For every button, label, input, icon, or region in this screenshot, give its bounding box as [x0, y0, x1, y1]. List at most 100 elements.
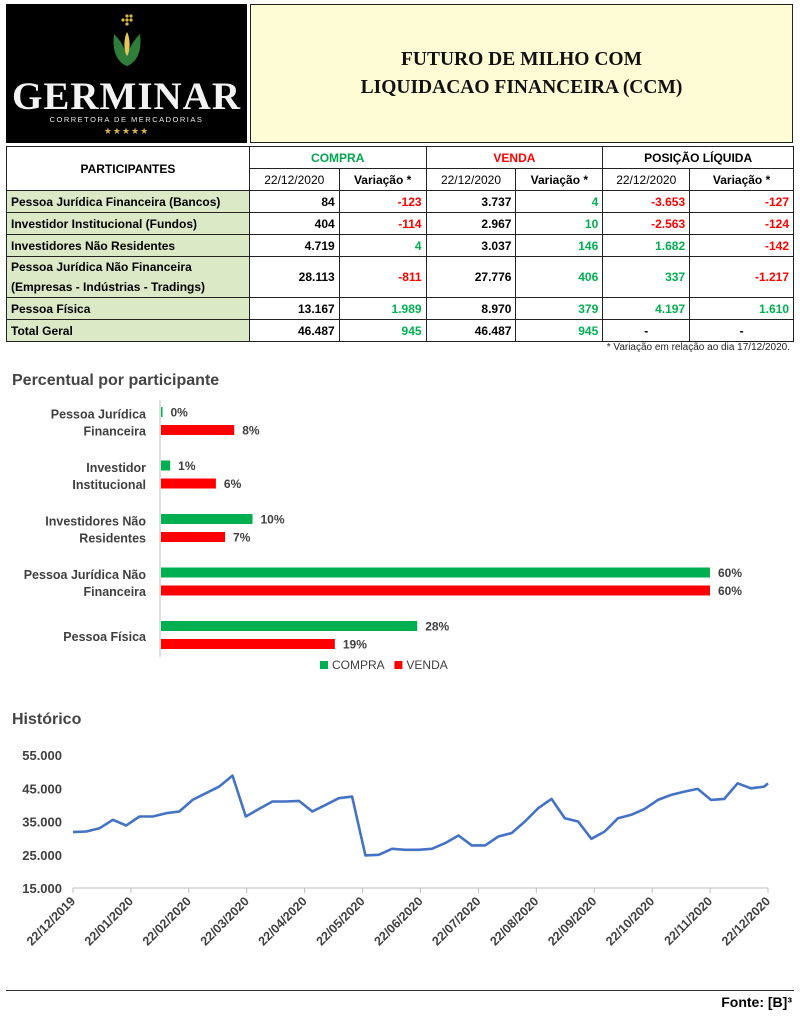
- cell-value: 13.167: [248, 297, 340, 320]
- venda-header: VENDA: [425, 146, 604, 169]
- germinar-logo: GERMINAR CORRETORA DE MERCADORIAS ★★★★★: [6, 4, 247, 143]
- cell-variation: 379: [515, 297, 604, 320]
- venda-bar: [161, 425, 235, 435]
- compra-bar: [161, 460, 171, 471]
- cell-variation: -124: [689, 212, 794, 235]
- cell-variation: -: [689, 319, 794, 342]
- cell-value: 337: [602, 256, 691, 298]
- x-tick-label: 22/11/2020: [662, 894, 716, 948]
- cell-value: 2.967: [425, 212, 517, 235]
- title-line-1: FUTURO DE MILHO COM: [400, 48, 643, 70]
- row-label: Pessoa Jurídica Financeira (Bancos): [6, 190, 250, 213]
- x-tick-label: 22/12/2020: [719, 894, 773, 948]
- table-group-header-row: PARTICIPANTES COMPRA VENDA POSIÇÃO LÍQUI…: [6, 146, 794, 191]
- cell-variation: 1.989: [338, 297, 427, 320]
- cell-variation: 10: [515, 212, 604, 235]
- rating-stars: ★★★★★: [103, 126, 150, 136]
- cell-value: 3.037: [425, 234, 517, 257]
- y-tick-label: 45.000: [22, 781, 62, 796]
- x-tick-label: 22/10/2020: [603, 894, 657, 948]
- row-label: Total Geral: [6, 319, 250, 342]
- bar-value-label: 60%: [718, 566, 742, 580]
- cell-value: 4.197: [602, 297, 691, 320]
- table-row: Pessoa Física 13.167 1.989 8.970 379 4.1…: [6, 297, 794, 320]
- y-tick-label: 55.000: [22, 748, 62, 763]
- report-title: FUTURO DE MILHO COM LIQUIDACAO FINANCEIR…: [250, 4, 793, 143]
- cell-value: -3.653: [602, 190, 691, 213]
- compra-bar: [161, 514, 253, 524]
- posicao-liquida-header: POSIÇÃO LÍQUIDA: [602, 146, 794, 169]
- cell-value: 1.682: [602, 234, 691, 257]
- sub-header-variation: Variação *: [338, 168, 427, 191]
- history-line-chart: 55.000 45.000 35.000 25.000 15.00022/12/2019…: [22, 748, 773, 948]
- table-row: Pessoa Jurídica Financeira (Bancos) 84 -…: [6, 190, 794, 213]
- x-tick-label: 22/08/2020: [487, 894, 541, 948]
- compra-bar: [161, 621, 418, 631]
- category-label: Pessoa Física: [63, 630, 147, 644]
- table-row: Investidores Não Residentes 4.719 4 3.03…: [6, 234, 794, 257]
- sub-header-date: 22/12/2020: [248, 168, 340, 191]
- category-label: Financeira: [83, 425, 147, 439]
- category-label: Financeira: [83, 585, 147, 599]
- cell-variation: 1.610: [689, 297, 794, 320]
- cell-value: 3.737: [425, 190, 517, 213]
- table-row-total: Total Geral 46.487 945 46.487 945 - -: [6, 319, 794, 342]
- category-label: Investidor: [86, 461, 146, 475]
- cell-variation: -1.217: [689, 256, 794, 298]
- table-row: Investidor Institucional (Fundos) 404 -1…: [6, 212, 794, 235]
- bar-value-label: 6%: [224, 477, 242, 491]
- bar-value-label: 0%: [171, 406, 189, 420]
- cell-variation: -114: [338, 212, 427, 235]
- line-chart-title: Histórico: [12, 711, 82, 728]
- cell-variation: -811: [338, 256, 427, 298]
- x-tick-label: 22/02/2020: [140, 894, 194, 948]
- venda-bar: [161, 532, 226, 542]
- sub-header-date: 22/12/2020: [602, 168, 691, 191]
- compra-legend-swatch: [320, 661, 328, 669]
- venda-bar: [161, 585, 710, 596]
- legend-label: VENDA: [406, 658, 447, 672]
- bar-value-label: 28%: [425, 620, 449, 634]
- bar-value-label: 19%: [343, 638, 367, 652]
- x-tick-label: 22/07/2020: [429, 894, 483, 948]
- cell-variation: 945: [338, 319, 427, 342]
- brand-name: GERMINAR: [12, 75, 241, 118]
- row-label: Pessoa Física: [6, 297, 250, 320]
- cell-value: 46.487: [425, 319, 517, 342]
- sub-header-variation: Variação *: [515, 168, 604, 191]
- source-credit: Fonte: [B]³: [721, 994, 792, 1010]
- brand-subtitle: CORRETORA DE MERCADORIAS: [49, 115, 204, 124]
- bar-value-label: 1%: [178, 459, 196, 473]
- legend-label: COMPRA: [332, 658, 385, 672]
- variation-footnote: * Variação em relação ao dia 17/12/2020.: [606, 342, 790, 353]
- cell-value: 84: [248, 190, 340, 213]
- x-tick-label: 22/06/2020: [371, 894, 425, 948]
- venda-bar: [161, 478, 216, 489]
- row-label-line-2: (Empresas - Indústrias - Tradings): [11, 280, 206, 294]
- table-sub-header-row: 22/12/2020 Variação * 22/12/2020 Variaçã…: [7, 168, 794, 191]
- cell-value: 46.487: [248, 319, 340, 342]
- history-series-line: [72, 774, 769, 857]
- cell-variation: 4: [515, 190, 604, 213]
- cell-value: 28.113: [248, 256, 340, 298]
- cell-variation: 146: [515, 234, 604, 257]
- cell-value: -2.563: [602, 212, 691, 235]
- title-line-2: LIQUIDACAO FINANCEIRA (CCM): [360, 76, 683, 98]
- x-tick-label: 22/05/2020: [314, 894, 368, 948]
- cell-value: -: [602, 319, 691, 342]
- corn-leaf-icon: [113, 14, 141, 66]
- category-label: Institucional: [72, 478, 146, 492]
- participants-table: PARTICIPANTES COMPRA VENDA POSIÇÃO LÍQUI…: [6, 146, 794, 342]
- category-label: Investidores Não: [45, 515, 146, 529]
- bar-value-label: 8%: [242, 424, 260, 438]
- x-tick-label: 22/12/2019: [24, 894, 78, 948]
- compra-bar: [161, 407, 163, 417]
- cell-variation: -123: [338, 190, 427, 213]
- participants-header: PARTICIPANTES: [6, 146, 250, 191]
- x-tick-label: 22/09/2020: [545, 894, 599, 948]
- bar-value-label: 10%: [261, 513, 285, 527]
- sub-header-date: 22/12/2020: [425, 168, 517, 191]
- y-tick-label: 35.000: [22, 815, 62, 830]
- x-tick-label: 22/03/2020: [198, 894, 252, 948]
- bar-chart-title: Percentual por participante: [12, 372, 220, 389]
